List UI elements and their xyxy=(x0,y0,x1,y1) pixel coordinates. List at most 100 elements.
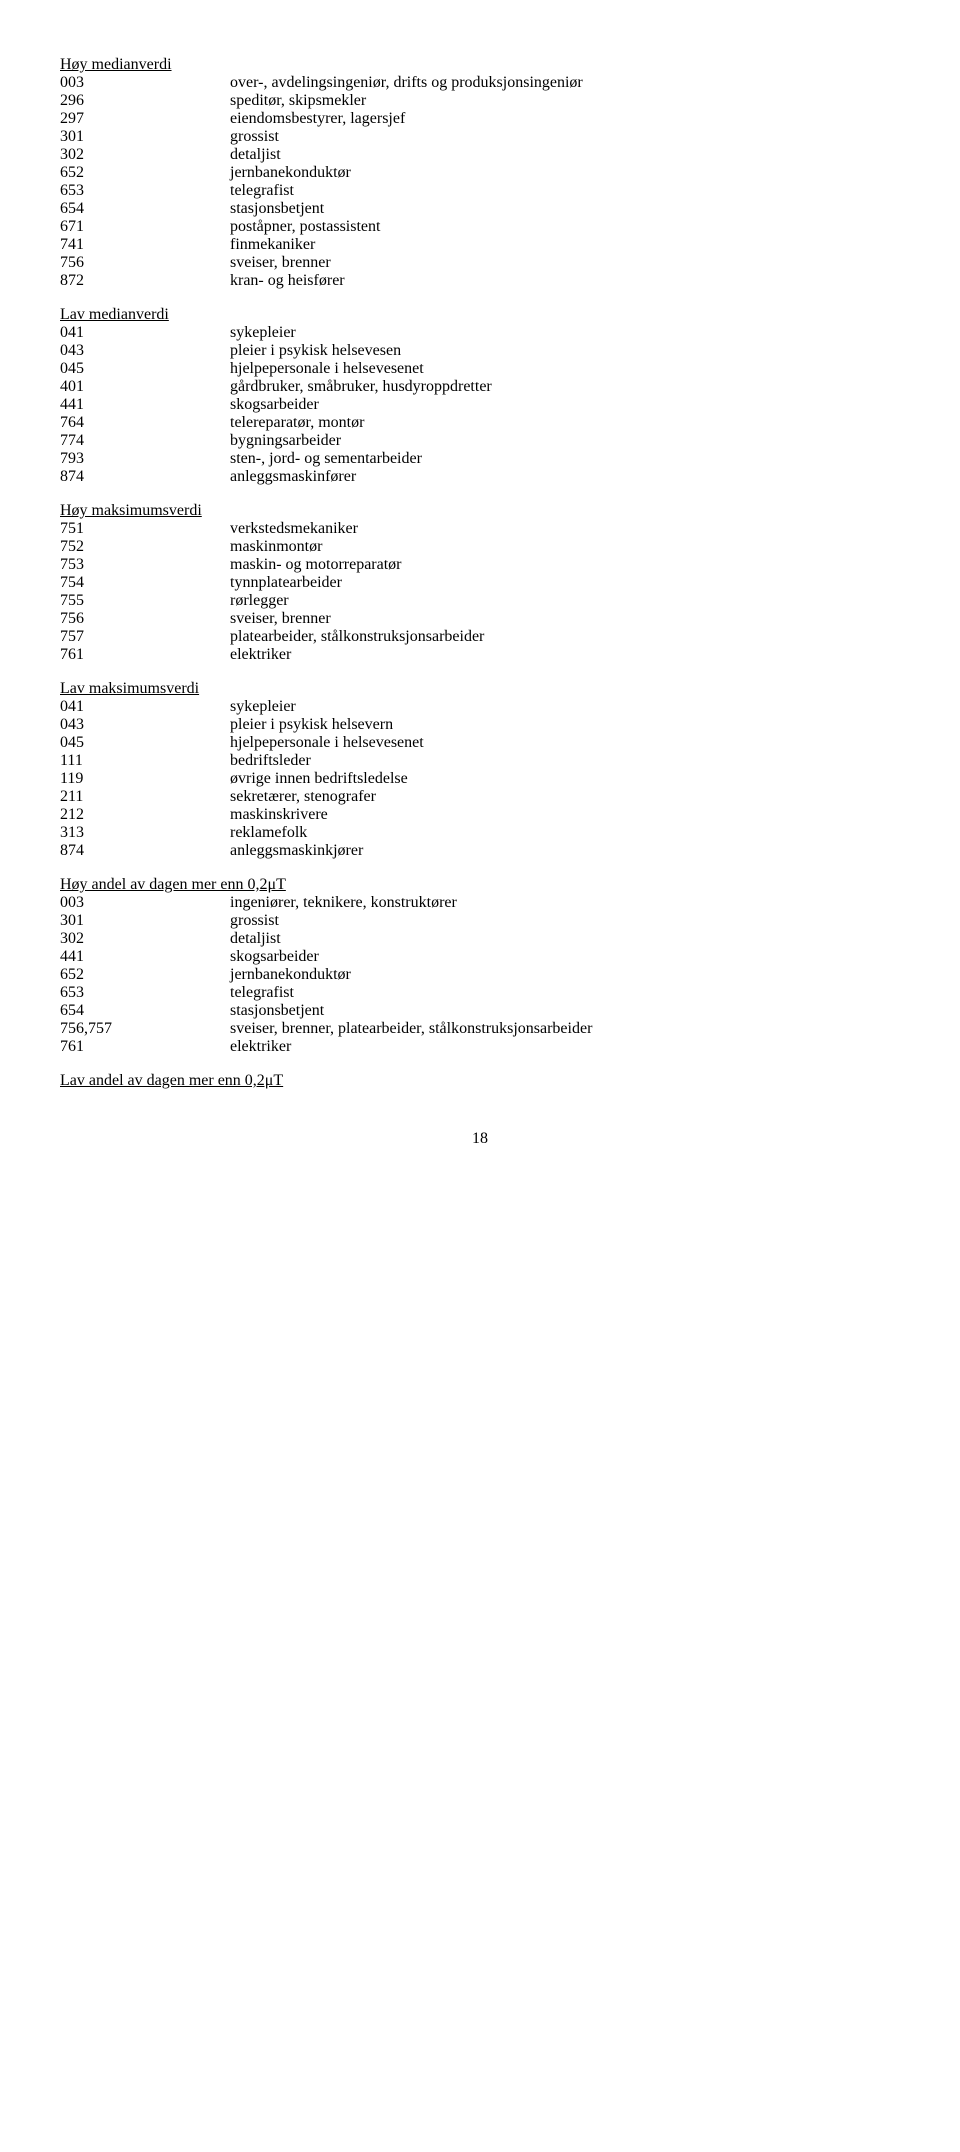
row-code: 119 xyxy=(60,770,230,788)
list-row: 764telereparatør, montør xyxy=(60,414,900,432)
section-heading: Lav maksimumsverdi xyxy=(60,680,900,698)
row-label: bygningsarbeider xyxy=(230,432,900,450)
list-row: 756sveiser, brenner xyxy=(60,610,900,628)
row-code: 003 xyxy=(60,74,230,92)
row-label: pleier i psykisk helsevern xyxy=(230,716,900,734)
row-label: maskinskrivere xyxy=(230,806,900,824)
row-code: 757 xyxy=(60,628,230,646)
list-row: 212maskinskrivere xyxy=(60,806,900,824)
row-code: 041 xyxy=(60,324,230,342)
row-label: grossist xyxy=(230,128,900,146)
row-code: 761 xyxy=(60,1038,230,1056)
list-row: 752maskinmontør xyxy=(60,538,900,556)
row-code: 302 xyxy=(60,146,230,164)
list-row: 755rørlegger xyxy=(60,592,900,610)
row-label: ingeniører, teknikere, konstruktører xyxy=(230,894,900,912)
list-row: 754tynnplatearbeider xyxy=(60,574,900,592)
row-code: 301 xyxy=(60,912,230,930)
row-label: sykepleier xyxy=(230,698,900,716)
row-code: 754 xyxy=(60,574,230,592)
row-code: 653 xyxy=(60,984,230,1002)
list-row: 741finmekaniker xyxy=(60,236,900,254)
row-code: 313 xyxy=(60,824,230,842)
list-row: 041sykepleier xyxy=(60,324,900,342)
row-label: gårdbruker, småbruker, husdyroppdretter xyxy=(230,378,900,396)
row-code: 212 xyxy=(60,806,230,824)
row-label: grossist xyxy=(230,912,900,930)
row-code: 751 xyxy=(60,520,230,538)
row-label: telereparatør, montør xyxy=(230,414,900,432)
list-row: 401gårdbruker, småbruker, husdyroppdrett… xyxy=(60,378,900,396)
row-code: 764 xyxy=(60,414,230,432)
list-row: 874anleggsmaskinfører xyxy=(60,468,900,486)
row-code: 752 xyxy=(60,538,230,556)
row-label: verkstedsmekaniker xyxy=(230,520,900,538)
page-number: 18 xyxy=(60,1130,900,1148)
row-label: poståpner, postassistent xyxy=(230,218,900,236)
section-heading: Lav medianverdi xyxy=(60,306,900,324)
list-row: 757platearbeider, stålkonstruksjonsarbei… xyxy=(60,628,900,646)
row-label: jernbanekonduktør xyxy=(230,966,900,984)
row-label: sveiser, brenner xyxy=(230,254,900,272)
list-row: 296speditør, skipsmekler xyxy=(60,92,900,110)
row-label: sykepleier xyxy=(230,324,900,342)
list-row: 301grossist xyxy=(60,912,900,930)
row-code: 874 xyxy=(60,842,230,860)
list-row: 653telegrafist xyxy=(60,984,900,1002)
row-code: 296 xyxy=(60,92,230,110)
row-label: telegrafist xyxy=(230,182,900,200)
row-code: 043 xyxy=(60,716,230,734)
list-row: 753maskin- og motorreparatør xyxy=(60,556,900,574)
row-label: jernbanekonduktør xyxy=(230,164,900,182)
list-row: 043pleier i psykisk helsevern xyxy=(60,716,900,734)
row-code: 753 xyxy=(60,556,230,574)
list-row: 874anleggsmaskinkjører xyxy=(60,842,900,860)
row-label: sekretærer, stenografer xyxy=(230,788,900,806)
row-label: telegrafist xyxy=(230,984,900,1002)
row-code: 756,757 xyxy=(60,1020,230,1038)
row-code: 441 xyxy=(60,396,230,414)
list-row: 302detaljist xyxy=(60,146,900,164)
list-row: 119øvrige innen bedriftsledelse xyxy=(60,770,900,788)
list-row: 793sten-, jord- og sementarbeider xyxy=(60,450,900,468)
list-row: 654stasjonsbetjent xyxy=(60,200,900,218)
list-row: 761elektriker xyxy=(60,646,900,664)
row-code: 654 xyxy=(60,200,230,218)
list-row: 441skogsarbeider xyxy=(60,948,900,966)
row-code: 041 xyxy=(60,698,230,716)
row-code: 111 xyxy=(60,752,230,770)
row-code: 654 xyxy=(60,1002,230,1020)
row-code: 652 xyxy=(60,164,230,182)
row-code: 761 xyxy=(60,646,230,664)
row-label: maskin- og motorreparatør xyxy=(230,556,900,574)
row-label: over-, avdelingsingeniør, drifts og prod… xyxy=(230,74,900,92)
row-code: 793 xyxy=(60,450,230,468)
row-code: 872 xyxy=(60,272,230,290)
row-code: 755 xyxy=(60,592,230,610)
list-row: 003ingeniører, teknikere, konstruktører xyxy=(60,894,900,912)
row-label: speditør, skipsmekler xyxy=(230,92,900,110)
row-label: anleggsmaskinfører xyxy=(230,468,900,486)
section-heading: Høy andel av dagen mer enn 0,2μT xyxy=(60,876,900,894)
row-label: elektriker xyxy=(230,1038,900,1056)
row-label: elektriker xyxy=(230,646,900,664)
list-row: 653telegrafist xyxy=(60,182,900,200)
row-code: 756 xyxy=(60,610,230,628)
row-label: sten-, jord- og sementarbeider xyxy=(230,450,900,468)
row-code: 741 xyxy=(60,236,230,254)
row-code: 756 xyxy=(60,254,230,272)
row-code: 653 xyxy=(60,182,230,200)
row-code: 043 xyxy=(60,342,230,360)
list-row: 297eiendomsbestyrer, lagersjef xyxy=(60,110,900,128)
row-code: 003 xyxy=(60,894,230,912)
row-code: 045 xyxy=(60,734,230,752)
row-label: maskinmontør xyxy=(230,538,900,556)
row-label: kran- og heisfører xyxy=(230,272,900,290)
row-code: 045 xyxy=(60,360,230,378)
row-label: skogsarbeider xyxy=(230,396,900,414)
row-label: rørlegger xyxy=(230,592,900,610)
row-label: reklamefolk xyxy=(230,824,900,842)
list-row: 043pleier i psykisk helsevesen xyxy=(60,342,900,360)
row-code: 671 xyxy=(60,218,230,236)
row-code: 774 xyxy=(60,432,230,450)
